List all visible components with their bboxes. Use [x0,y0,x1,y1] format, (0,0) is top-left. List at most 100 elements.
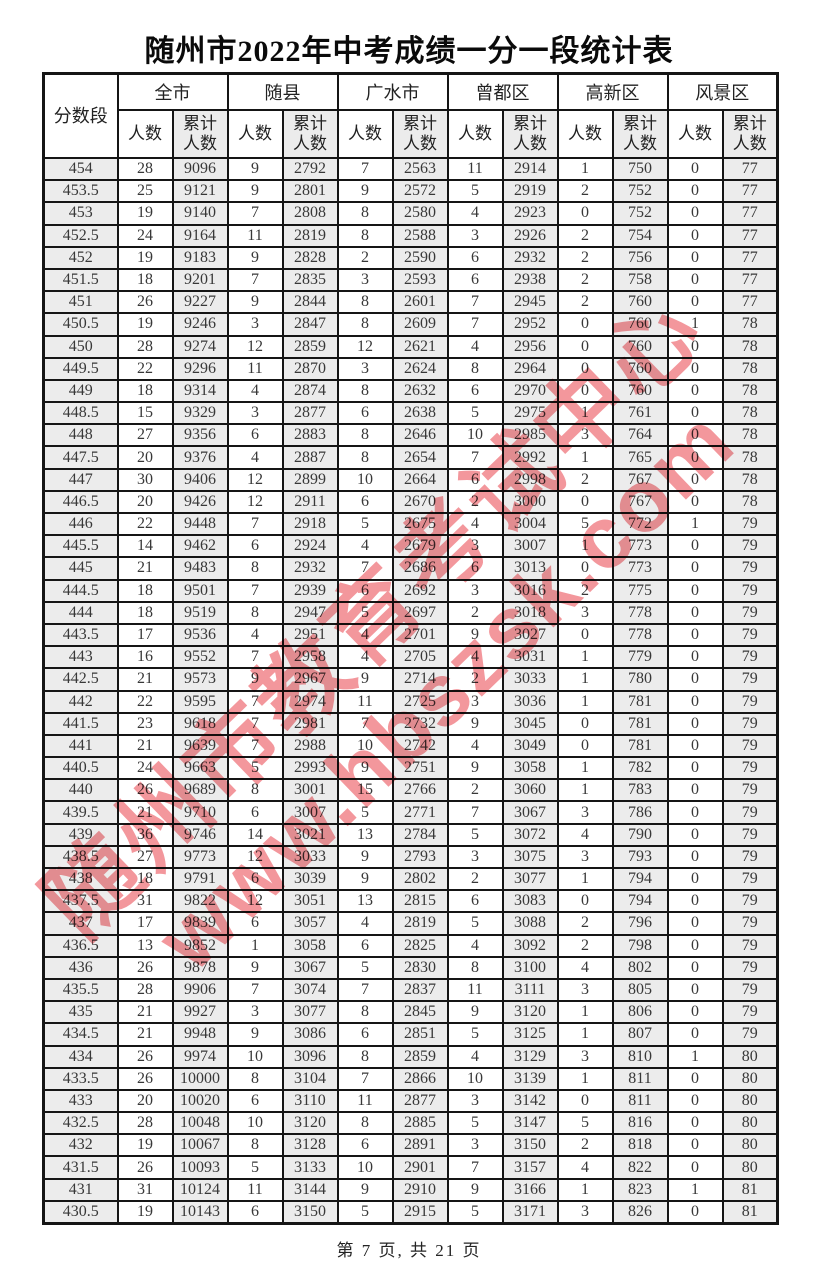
score-cell: 446 [42,511,119,537]
cumulative-cell: 9096 [171,156,229,182]
count-cell: 0 [666,378,724,404]
count-cell: 11 [226,356,284,381]
cumulative-cell: 79 [721,844,779,870]
cumulative-cell: 3157 [501,1155,559,1180]
table-row: 447.5 20 9376 4 2887 8 2654 7 2992 1 765 0 78 [42,445,779,470]
cumulative-cell: 2766 [391,778,449,803]
cumulative-cell: 79 [721,667,779,692]
count-cell: 16 [116,645,174,670]
cumulative-cell: 2664 [391,467,449,492]
count-cell: 0 [556,356,614,381]
cumulative-cell: 9878 [171,955,229,980]
count-cell: 5 [446,1022,504,1047]
count-cell: 1 [556,689,614,714]
table-row: 444.5 18 9501 7 2939 6 2692 3 3016 2 775 0 79 [42,578,779,603]
cumulative-cell: 2885 [391,1111,449,1136]
cumulative-cell: 786 [611,800,669,825]
cumulative-cell: 2975 [501,401,559,426]
cumulative-cell: 9164 [171,223,229,248]
cumulative-cell: 9356 [171,423,229,448]
table-body: 454 28 9096 9 2792 7 2563 11 2914 1 750 0 77 453.5 25 9… [42,156,779,1225]
count-cell: 9 [336,756,394,781]
score-cell: 441 [42,733,119,759]
count-cell: 2 [446,667,504,692]
count-cell: 1 [556,667,614,692]
count-cell: 12 [226,889,284,914]
cumulative-cell: 79 [721,534,779,559]
cumulative-cell: 760 [611,356,669,381]
cumulative-cell: 754 [611,223,669,248]
count-cell: 8 [336,290,394,315]
region-header-zengdu: 曾都区 [446,72,559,111]
cumulative-cell: 2638 [391,401,449,426]
cumulative-cell: 2679 [391,534,449,559]
table-row: 440.5 24 9663 5 2993 9 2751 9 3058 1 782 0 79 [42,756,779,781]
count-cell: 11 [446,156,504,182]
count-cell: 2 [556,267,614,293]
count-cell: 7 [336,711,394,736]
cumulative-cell: 2939 [281,578,339,603]
count-cell: 3 [226,1000,284,1025]
count-cell: 8 [336,378,394,404]
cumulative-cell: 2742 [391,733,449,759]
cumulative-cell: 794 [611,889,669,914]
cumulative-cell: 781 [611,733,669,759]
cumulative-cell: 2993 [281,756,339,781]
score-cell: 432 [42,1133,119,1158]
cumulative-cell: 3120 [281,1111,339,1136]
region-header-suixian: 随县 [226,72,339,111]
count-cell: 30 [116,467,174,492]
count-cell: 31 [116,1177,174,1202]
cumulative-cell: 2938 [501,267,559,293]
cumulative-cell: 752 [611,179,669,204]
count-cell: 1 [666,1044,724,1069]
cumulative-cell: 2784 [391,822,449,847]
count-cell: 3 [446,223,504,248]
count-cell: 0 [666,911,724,936]
cumulative-cell: 3027 [501,622,559,648]
cumulative-cell: 9573 [171,667,229,692]
count-cell: 10 [226,1111,284,1136]
cumulative-cell: 2588 [391,223,449,248]
count-cell: 4 [336,911,394,936]
score-cell: 442 [42,689,119,714]
count-cell: 8 [226,1133,284,1158]
cumulative-header: 累计人数 [501,109,559,159]
count-cell: 10 [336,1155,394,1180]
cumulative-cell: 9426 [171,489,229,515]
cumulative-cell: 9314 [171,378,229,404]
cumulative-cell: 80 [721,1111,779,1136]
count-cell: 9 [446,1000,504,1025]
cumulative-cell: 2632 [391,378,449,404]
cumulative-header: 累计人数 [721,109,779,159]
count-cell: 26 [116,955,174,980]
count-cell: 0 [556,711,614,736]
cumulative-cell: 9501 [171,578,229,603]
score-cell: 450.5 [42,312,119,337]
count-cell: 3 [446,534,504,559]
cumulative-cell: 9852 [171,933,229,958]
count-cell: 4 [226,622,284,648]
cumulative-cell: 9839 [171,911,229,936]
cumulative-cell: 2844 [281,290,339,315]
table-row: 436.5 13 9852 1 3058 6 2825 4 3092 2 798 0 79 [42,933,779,958]
table-row: 448 27 9356 6 2883 8 2646 10 2985 3 764 0 78 [42,423,779,448]
cumulative-cell: 2837 [391,977,449,1003]
cumulative-cell: 78 [721,445,779,470]
count-cell: 8 [336,445,394,470]
count-cell: 22 [116,511,174,537]
cumulative-cell: 2819 [391,911,449,936]
table-row: 442 22 9595 7 2974 11 2725 3 3036 1 781 0 79 [42,689,779,714]
cumulative-cell: 807 [611,1022,669,1047]
cumulative-cell: 3058 [281,933,339,958]
cumulative-cell: 9296 [171,356,229,381]
count-cell: 0 [666,844,724,870]
count-cell: 25 [116,179,174,204]
score-cell: 448 [42,423,119,448]
cumulative-cell: 3147 [501,1111,559,1136]
cumulative-cell: 765 [611,445,669,470]
count-cell: 0 [666,245,724,270]
cumulative-cell: 752 [611,201,669,226]
cumulative-cell: 2692 [391,578,449,603]
count-cell: 3 [556,423,614,448]
